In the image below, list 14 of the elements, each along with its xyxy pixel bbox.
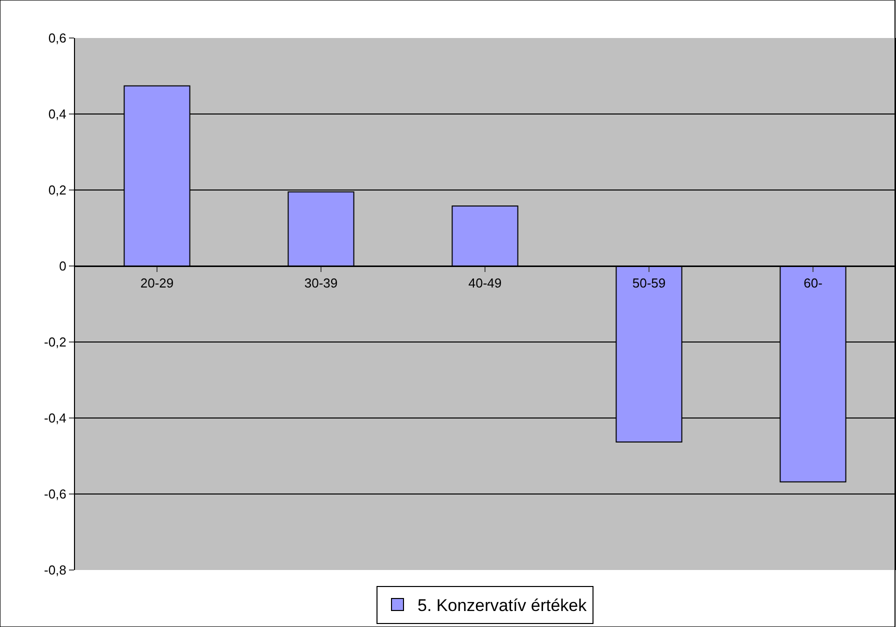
x-tick-label: 40-49	[468, 276, 502, 291]
legend-label: 5. Konzervatív értékek	[418, 596, 588, 616]
y-tick-label: 0,6	[48, 30, 66, 46]
y-tick-label: 0,2	[48, 182, 66, 198]
x-tick-label: 50-59	[632, 276, 666, 291]
x-tick-label: 30-39	[304, 276, 338, 291]
x-tick-label: 20-29	[140, 276, 174, 291]
y-tick-label: -0,4	[44, 410, 66, 426]
y-tick-label: -0,2	[44, 334, 66, 350]
y-tick-label: 0,4	[48, 106, 66, 122]
y-tick-label: 0	[59, 258, 66, 274]
y-tick-label: -0,6	[44, 486, 66, 502]
x-tick-label: 60-	[804, 276, 822, 291]
y-tick-label: -0,8	[44, 562, 66, 578]
